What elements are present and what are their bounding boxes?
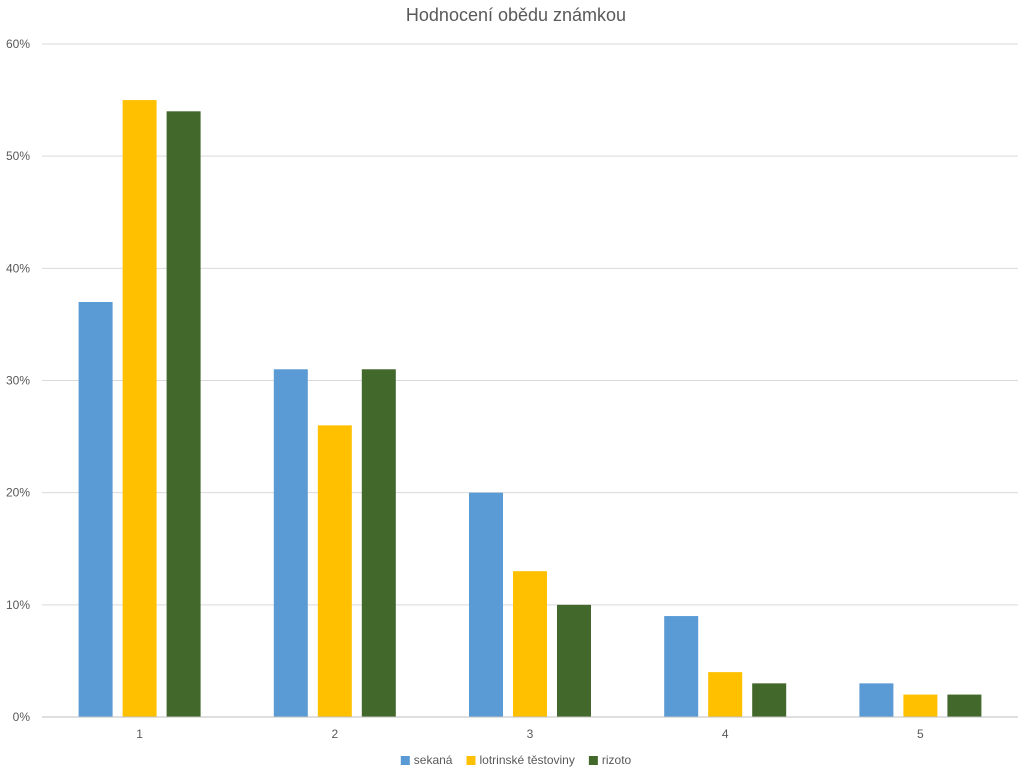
legend-swatch-3: [588, 756, 598, 765]
x-tick-label: 1: [136, 727, 143, 741]
legend-swatch-1: [400, 756, 410, 765]
x-tick-label: 4: [722, 727, 729, 741]
gridlines: [42, 43, 1018, 606]
legend-swatch-2: [466, 756, 476, 765]
bar-1-2: [273, 369, 308, 717]
x-tick-label: 5: [917, 727, 924, 741]
bar-3-3: [557, 604, 591, 717]
x-tick-label: 3: [527, 727, 534, 741]
bar-3-4: [752, 683, 787, 717]
chart-title: Hodnocení obědu známkou: [406, 5, 626, 25]
bar-2-2: [317, 425, 352, 717]
bar-1-4: [664, 616, 699, 717]
x-axis: 1 2 3 4 5: [42, 716, 1018, 741]
bars: [78, 100, 982, 718]
y-tick-label: 0%: [13, 710, 31, 724]
y-tick-label: 30%: [6, 374, 30, 388]
bar-1-3: [469, 492, 503, 717]
bar-1-1: [78, 301, 113, 717]
legend-label: lotrinské těstoviny: [479, 753, 574, 767]
bar-3-1: [166, 111, 201, 718]
bar-2-3: [513, 571, 547, 717]
y-tick-label: 40%: [6, 261, 30, 275]
bar-2-4: [708, 672, 743, 717]
bar-3-5: [947, 694, 982, 717]
legend-label: sekaná: [414, 753, 453, 767]
x-tick-label: 2: [331, 727, 338, 741]
y-axis: 0% 10% 20% 30% 40% 50% 60%: [6, 37, 30, 724]
bar-1-5: [859, 683, 894, 717]
bar-2-1: [122, 100, 157, 718]
bar-2-5: [903, 694, 938, 717]
y-tick-label: 20%: [6, 486, 30, 500]
legend: sekaná lotrinské těstoviny rizoto: [400, 753, 632, 767]
y-tick-label: 60%: [6, 37, 30, 51]
legend-label: rizoto: [602, 753, 632, 767]
bar-3-2: [361, 369, 396, 717]
y-tick-label: 10%: [6, 598, 30, 612]
y-tick-label: 50%: [6, 149, 30, 163]
